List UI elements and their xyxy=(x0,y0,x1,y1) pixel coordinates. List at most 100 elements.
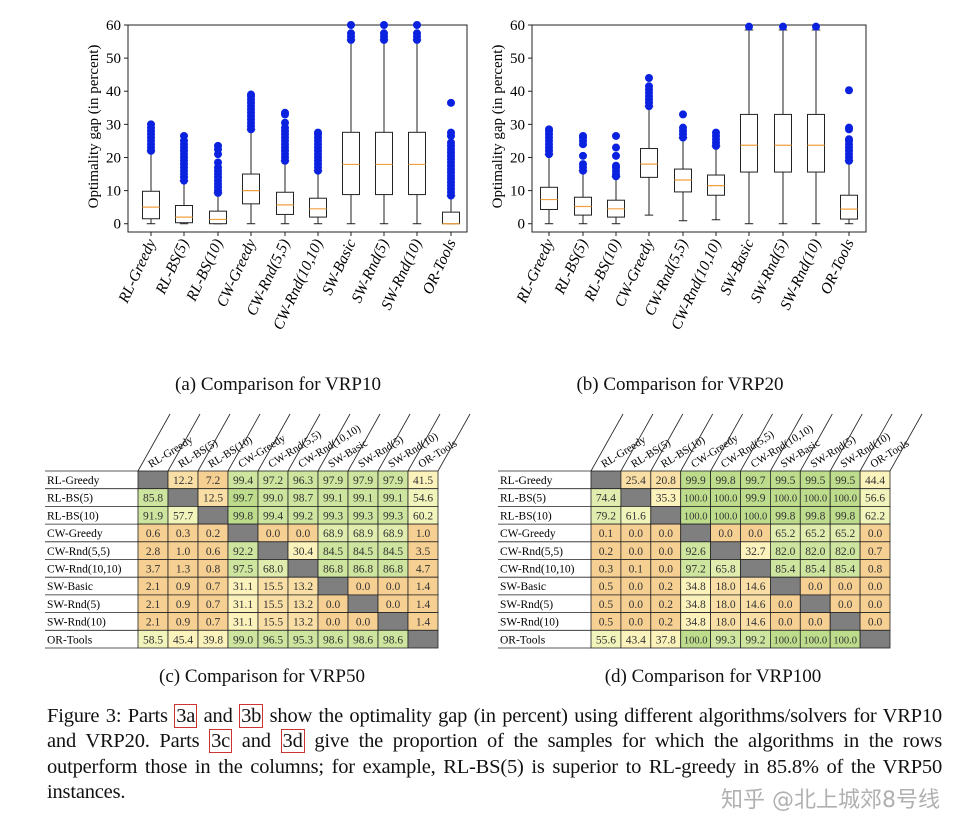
header-divider xyxy=(437,413,471,472)
cell-value: 12.2 xyxy=(173,475,193,487)
cell-value: 99.5 xyxy=(805,475,825,487)
cell-value: 35.3 xyxy=(656,493,676,505)
y-axis-label: Optimality gap (in percent) xyxy=(490,45,506,209)
cell-value: 98.6 xyxy=(353,634,373,646)
cell-value: 0.2 xyxy=(659,617,674,629)
outlier-point xyxy=(281,118,289,127)
box-iqr xyxy=(309,197,327,218)
cell-value: 98.7 xyxy=(293,493,313,505)
x-tick-label: RL-Greedy xyxy=(115,236,160,306)
cell-value: 13.2 xyxy=(293,599,313,611)
header-divider xyxy=(347,413,381,472)
box-sw-rnd-5- xyxy=(774,22,792,225)
cell-value: 0.0 xyxy=(386,581,401,593)
outlier-point xyxy=(779,22,787,31)
header-divider xyxy=(889,413,923,472)
row-label: RL-Greedy xyxy=(500,475,553,487)
cell-value: 79.2 xyxy=(596,510,616,522)
outlier-point xyxy=(745,22,753,31)
diagonal-cell xyxy=(650,505,682,525)
cell-value: 0.0 xyxy=(629,599,644,611)
outlier-point xyxy=(679,123,687,132)
cell-value: 91.9 xyxy=(143,510,163,522)
cell-value: 56.6 xyxy=(865,493,885,505)
cell-value: 0.0 xyxy=(659,564,674,576)
cell-value: 2.8 xyxy=(146,546,161,558)
cell-value: 85.4 xyxy=(805,564,825,576)
cell-value: 99.2 xyxy=(745,634,765,646)
cell-value: 0.9 xyxy=(176,617,191,629)
cell-value: 99.3 xyxy=(383,510,403,522)
watermark: 知乎 @北上城郊8号线 xyxy=(721,787,940,813)
cell-value: 85.4 xyxy=(835,564,855,576)
ref-link-3b[interactable]: 3b xyxy=(239,704,264,728)
cell-value: 0.0 xyxy=(868,581,883,593)
cell-value: 15.5 xyxy=(263,599,283,611)
cell-value: 0.7 xyxy=(206,581,221,593)
outlier-point xyxy=(380,21,388,29)
outlier-point xyxy=(214,141,222,150)
cell-value: 100.0 xyxy=(684,511,708,522)
subcaption-c: (c) Comparison for VRP50 xyxy=(159,666,365,687)
diagonal-cell xyxy=(859,629,891,649)
outlier-point xyxy=(579,160,587,169)
cell-value: 12.5 xyxy=(203,493,223,505)
header-divider xyxy=(227,413,261,472)
cell-value: 65.2 xyxy=(805,528,825,540)
cell-value: 65.2 xyxy=(775,528,795,540)
box-iqr xyxy=(242,173,260,205)
cell-value: 99.8 xyxy=(835,510,855,522)
outlier-point xyxy=(347,29,355,38)
cell-value: 0.0 xyxy=(748,528,763,540)
cell-value: 0.0 xyxy=(326,617,341,629)
box-iqr xyxy=(408,131,426,196)
cell-value: 0.0 xyxy=(629,581,644,593)
cell-value: 0.6 xyxy=(146,528,161,540)
cell-value: 68.9 xyxy=(323,528,343,540)
outlier-point xyxy=(812,22,820,31)
cell-value: 0.0 xyxy=(838,599,853,611)
diagonal-cell xyxy=(829,612,861,631)
cell-value: 98.6 xyxy=(383,634,403,646)
cell-value: 1.4 xyxy=(416,581,431,593)
cell-value: 92.2 xyxy=(233,546,253,558)
cell-value: 0.9 xyxy=(176,599,191,611)
x-tick-label: OR-Tools xyxy=(419,237,459,298)
cell-value: 62.2 xyxy=(865,510,885,522)
diagonal-cell xyxy=(620,488,652,507)
cell-value: 0.0 xyxy=(868,528,883,540)
outlier-point xyxy=(612,131,620,140)
subcaption-b: (b) Comparison for VRP20 xyxy=(576,374,784,395)
header-divider xyxy=(710,413,743,472)
cell-value: 30.4 xyxy=(293,546,313,558)
box-iqr xyxy=(774,113,792,173)
cell-value: 31.1 xyxy=(233,581,253,593)
cell-value: 74.4 xyxy=(596,493,616,505)
ref-link-3d[interactable]: 3d xyxy=(280,729,305,754)
cell-value: 99.1 xyxy=(383,493,403,505)
header-divider xyxy=(770,413,803,472)
box-iqr xyxy=(375,131,393,196)
row-label: RL-BS(5) xyxy=(47,493,93,505)
diagonal-cell xyxy=(770,576,801,596)
ref-link-3a[interactable]: 3a xyxy=(174,704,198,728)
cell-value: 31.1 xyxy=(233,599,253,611)
cell-value: 0.2 xyxy=(599,546,614,558)
comparison-table-vrp100: RL-Greedy RL-BS(5) RL-BS(10) CW-Greedy CW-Rn… xyxy=(498,413,923,649)
cell-value: 65.2 xyxy=(835,528,855,540)
cell-value: 0.9 xyxy=(176,581,191,593)
cell-value: 96.5 xyxy=(263,634,283,646)
cell-value: 45.4 xyxy=(173,634,193,646)
cell-value: 55.6 xyxy=(596,634,616,646)
cell-value: 97.5 xyxy=(233,564,253,576)
cell-value: 0.0 xyxy=(808,581,823,593)
cell-value: 0.0 xyxy=(386,599,401,611)
cell-value: 1.3 xyxy=(176,564,191,576)
ref-link-3c[interactable]: 3c xyxy=(209,729,233,754)
row-label: SW-Rnd(5) xyxy=(500,599,553,611)
comparison-table-vrp50: RL-Greedy RL-BS(5) RL-BS(10) CW-Greedy CW-Rn… xyxy=(45,413,471,649)
cell-value: 34.8 xyxy=(686,599,706,611)
cell-value: 18.0 xyxy=(715,599,735,611)
cell-value: 84.5 xyxy=(353,546,373,558)
diagonal-cell xyxy=(710,541,741,560)
